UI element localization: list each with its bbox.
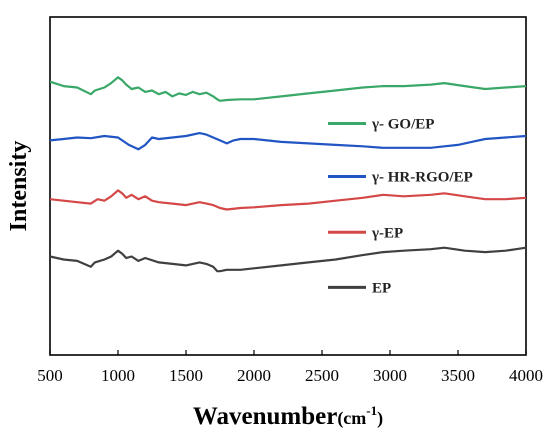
x-tick-label-4: 2500 bbox=[305, 366, 339, 385]
legend: γ- GO/EP γ- HR-RGO/EP γ-EP EP bbox=[328, 117, 473, 296]
x-axis-label-unit: (cm bbox=[337, 408, 366, 429]
legend-label-0: γ- GO/EP bbox=[371, 117, 434, 133]
plot-frame bbox=[49, 16, 527, 356]
series-line-0 bbox=[49, 76, 527, 102]
x-tick-label-5: 3000 bbox=[373, 366, 407, 385]
x-tick-label-6: 3500 bbox=[441, 366, 475, 385]
x-axis-label-main: Wavenumber bbox=[193, 403, 337, 430]
series-line-1 bbox=[49, 132, 527, 151]
series-layer bbox=[49, 76, 527, 273]
legend-label-3: EP bbox=[372, 280, 391, 296]
x-axis-label-sup: -1 bbox=[366, 403, 377, 418]
x-tick-label-0: 500 bbox=[37, 366, 63, 385]
x-axis-label: Wavenumber(cm-1) bbox=[193, 403, 383, 430]
series-line-3 bbox=[49, 246, 527, 273]
x-ticks: 500 1000 1500 2000 2500 3000 3500 4000 bbox=[37, 350, 543, 385]
legend-label-1: γ- HR-RGO/EP bbox=[371, 169, 473, 185]
legend-label-2: γ-EP bbox=[371, 225, 403, 241]
x-tick-label-7: 4000 bbox=[509, 366, 543, 385]
x-tick-label-1: 1000 bbox=[101, 366, 135, 385]
y-axis-label: Intensity bbox=[6, 141, 32, 232]
series-line-2 bbox=[49, 189, 527, 211]
x-tick-label-2: 1500 bbox=[169, 366, 203, 385]
x-tick-label-3: 2000 bbox=[237, 366, 271, 385]
x-axis-label-close: ) bbox=[377, 408, 383, 429]
